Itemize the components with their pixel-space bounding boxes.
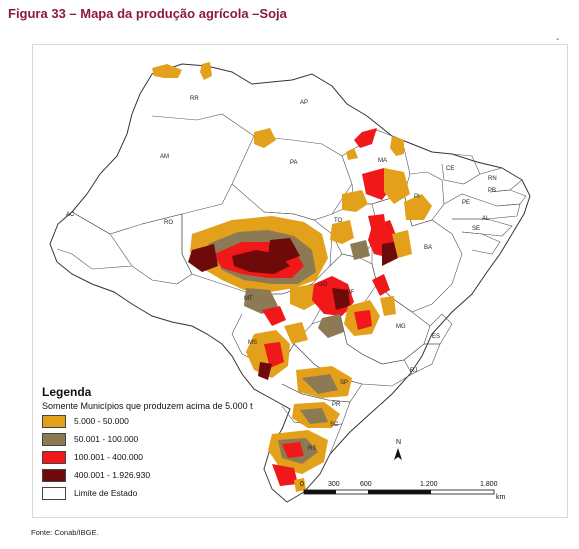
legend-subtitle: Somente Municípios que produzem acima de… <box>42 401 253 411</box>
state-label-pb: PB <box>488 188 496 194</box>
soy-production-areas <box>152 62 432 492</box>
legend-label: 5.000 - 50.000 <box>74 416 129 426</box>
state-label-ac: AC <box>66 212 75 218</box>
state-labels: RR AP AM PA MA CE RN PB PI PE AL SE AC R… <box>66 96 497 452</box>
scale-unit: km <box>496 494 506 501</box>
state-label-pi: PI <box>414 194 420 200</box>
legend-label: 100.001 - 400.000 <box>74 452 144 462</box>
state-label-sc: SC <box>330 422 339 428</box>
state-label-ms: MS <box>248 340 257 346</box>
state-label-al: AL <box>482 216 490 222</box>
state-label-ce: CE <box>446 166 454 172</box>
legend-item: 50.001 - 100.000 <box>42 431 302 447</box>
legend-label: 50.001 - 100.000 <box>74 434 139 444</box>
state-label-pa: PA <box>290 160 298 166</box>
state-label-mt: MT <box>244 296 253 302</box>
state-label-es: ES <box>432 334 440 340</box>
legend-item: 400.001 - 1.926.930 <box>42 467 302 483</box>
corner-mark: - <box>556 34 560 45</box>
state-label-rs: RS <box>308 446 316 452</box>
legend-item: 100.001 - 400.000 <box>42 449 302 465</box>
state-label-rn: RN <box>488 176 497 182</box>
north-arrow: N <box>394 439 402 460</box>
scale-tick-0: 0 <box>300 481 304 488</box>
state-label-ma: MA <box>378 158 387 164</box>
legend-title: Legenda <box>42 385 92 399</box>
state-label-ro: RO <box>164 220 173 226</box>
scale-bar: 0 300 600 1.200 1.800 km <box>300 481 506 501</box>
state-label-ba: BA <box>424 245 432 251</box>
state-label-ap: AP <box>300 100 308 106</box>
figure-title: Figura 33 – Mapa da produção agrícola –S… <box>8 6 287 21</box>
north-label: N <box>396 439 401 446</box>
state-label-se: SE <box>472 226 480 232</box>
state-label-pe: PE <box>462 200 470 206</box>
legend-item: 5.000 - 50.000 <box>42 413 302 429</box>
state-label-am: AM <box>160 154 169 160</box>
legend-swatch <box>42 432 66 446</box>
legend-swatch <box>42 486 66 500</box>
state-label-rr: RR <box>190 96 199 102</box>
brazil-map: RR AP AM PA MA CE RN PB PI PE AL SE AC R… <box>49 62 531 503</box>
state-label-pr: PR <box>332 402 341 408</box>
scale-tick-600: 600 <box>360 481 372 488</box>
scale-tick-1200: 1.200 <box>420 481 438 488</box>
state-label-rj: RJ <box>410 368 417 374</box>
scale-tick-1800: 1.800 <box>480 481 498 488</box>
state-label-sp: SP <box>340 380 348 386</box>
state-label-mg: MG <box>396 324 406 330</box>
legend-label: Limite de Estado <box>74 488 138 498</box>
legend-swatch <box>42 468 66 482</box>
state-label-df: DF <box>346 290 354 296</box>
map-legend: Legenda Somente Municípios que produzem … <box>42 385 302 501</box>
state-label-to: TO <box>334 218 343 224</box>
figure-source: Fonte: Conab/IBGE. <box>31 528 99 537</box>
state-label-go: GO <box>318 282 328 288</box>
scale-tick-300: 300 <box>328 481 340 488</box>
legend-swatch <box>42 414 66 428</box>
legend-item: Limite de Estado <box>42 485 302 501</box>
legend-swatch <box>42 450 66 464</box>
legend-label: 400.001 - 1.926.930 <box>74 470 151 480</box>
